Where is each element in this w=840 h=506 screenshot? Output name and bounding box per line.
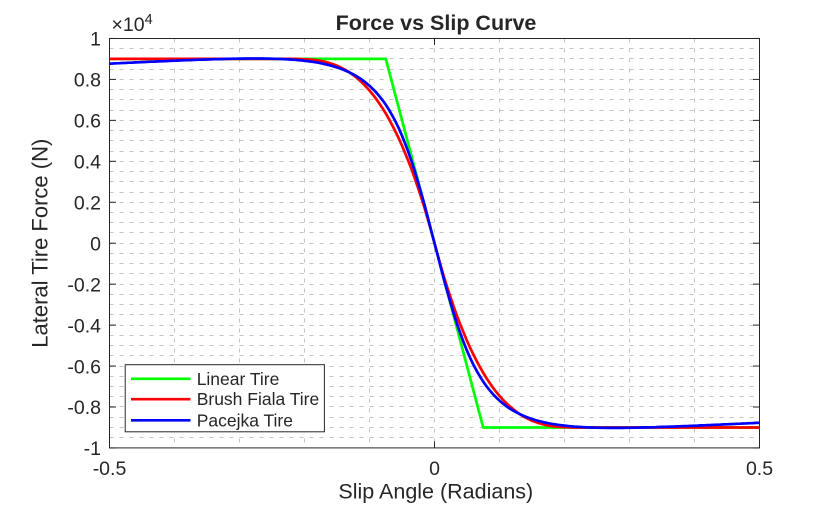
- svg-text:-0.6: -0.6: [67, 356, 101, 378]
- svg-text:-0.5: -0.5: [93, 458, 127, 480]
- svg-text:-0.8: -0.8: [67, 397, 101, 419]
- svg-text:0.2: 0.2: [74, 192, 101, 214]
- svg-text:Linear Tire: Linear Tire: [197, 369, 280, 389]
- svg-text:-0.2: -0.2: [67, 274, 101, 296]
- svg-text:-1: -1: [84, 438, 101, 460]
- svg-text:0.4: 0.4: [74, 152, 101, 174]
- svg-text:1: 1: [90, 29, 101, 51]
- svg-text:Slip Angle (Radians): Slip Angle (Radians): [338, 479, 533, 503]
- svg-text:0: 0: [90, 233, 101, 255]
- svg-text:0.6: 0.6: [74, 111, 101, 133]
- svg-text:Brush Fiala Tire: Brush Fiala Tire: [197, 389, 320, 409]
- svg-text:Lateral Tire Force (N): Lateral Tire Force (N): [28, 139, 53, 348]
- svg-text:-0.4: -0.4: [67, 315, 101, 337]
- svg-text:0.8: 0.8: [74, 70, 101, 92]
- svg-text:Pacejka Tire: Pacejka Tire: [197, 410, 293, 430]
- svg-text:0: 0: [429, 458, 440, 480]
- svg-text:0.5: 0.5: [746, 458, 773, 480]
- svg-text:Force vs Slip Curve: Force vs Slip Curve: [336, 11, 537, 35]
- svg-text:×104: ×104: [112, 12, 153, 36]
